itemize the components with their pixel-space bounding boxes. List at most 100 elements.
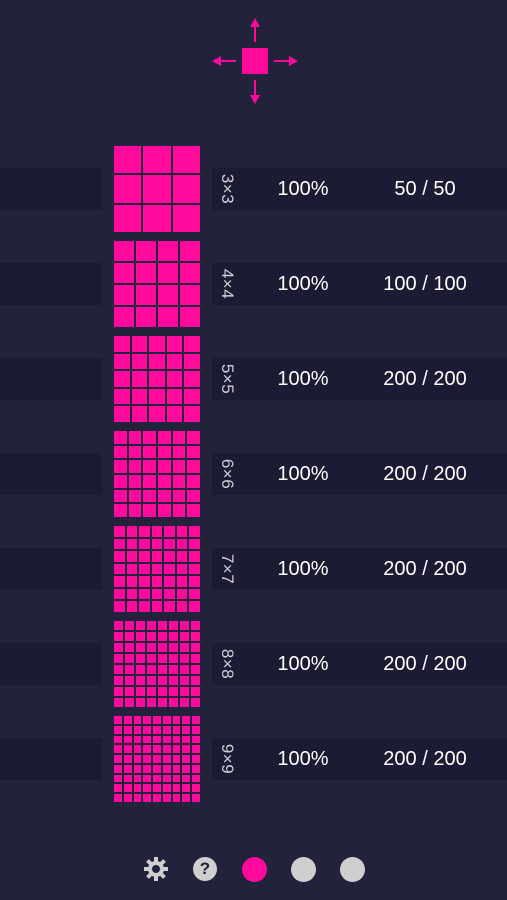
grid-cell — [114, 687, 123, 696]
grid-size-text: 5×5 — [218, 363, 237, 395]
grid-cell — [164, 526, 175, 537]
grid-cell — [189, 526, 200, 537]
grid-cell — [169, 621, 178, 630]
level-row[interactable]: 6×6 100% 200 / 200 — [0, 431, 507, 517]
grid-cell — [153, 764, 161, 773]
level-grid-thumbnail[interactable] — [114, 146, 200, 232]
grid-cell — [151, 576, 163, 587]
grid-cell — [149, 371, 165, 387]
level-row[interactable]: 8×8 100% 200 / 200 — [0, 621, 507, 707]
level-grid-thumbnail[interactable] — [114, 241, 200, 327]
grid-cell — [114, 621, 123, 630]
move-arrows-svg — [212, 18, 298, 104]
grid-cell — [172, 204, 200, 232]
grid-cell — [131, 336, 148, 352]
grid-cell — [114, 489, 127, 503]
grid-cell — [133, 735, 142, 744]
level-row[interactable]: 3×3 100% 50 / 50 — [0, 146, 507, 232]
grid-cell — [136, 621, 145, 630]
grid-cell — [139, 588, 150, 600]
grid-cell — [166, 336, 183, 352]
grid-cell — [126, 538, 138, 550]
grid-cell — [123, 774, 132, 783]
grid-cell — [172, 745, 181, 754]
grid-cell — [182, 745, 191, 754]
move-arrows-icon[interactable] — [212, 18, 298, 104]
level-row[interactable]: 7×7 100% 200 / 200 — [0, 526, 507, 612]
grid-cell — [143, 475, 156, 488]
grid-cell — [125, 654, 134, 663]
row-bar-left — [0, 548, 102, 590]
grid-cell — [151, 588, 163, 600]
help-button[interactable]: ? — [192, 856, 218, 882]
grid-cell — [172, 475, 186, 488]
level-grid-thumbnail[interactable] — [114, 716, 200, 802]
grid-cell — [136, 307, 156, 327]
grid-cell — [184, 336, 200, 352]
grid-cell — [169, 676, 178, 685]
grid-cell — [158, 632, 167, 641]
grid-cell — [149, 336, 165, 352]
level-row[interactable]: 9×9 100% 200 / 200 — [0, 716, 507, 802]
level-row[interactable]: 5×5 100% 200 / 200 — [0, 336, 507, 422]
gear-icon[interactable] — [143, 856, 169, 882]
grid-cell — [158, 489, 171, 503]
level-grid-thumbnail[interactable] — [114, 336, 200, 422]
grid-cell — [158, 285, 178, 305]
completion-percent: 100% — [277, 558, 329, 580]
grid-cell — [149, 353, 165, 370]
grid-size-label: 9×9 — [213, 738, 241, 780]
grid-cell — [172, 774, 181, 783]
grid-cell — [143, 774, 152, 783]
row-bar-right — [212, 643, 507, 685]
grid-cell — [114, 263, 134, 283]
grid-cell — [114, 735, 122, 744]
grid-cell — [114, 725, 122, 734]
grid-cell — [192, 735, 200, 744]
grid-cell — [143, 504, 156, 517]
grid-cell — [164, 601, 175, 612]
grid-cell — [189, 551, 200, 562]
level-grid-thumbnail[interactable] — [114, 431, 200, 517]
grid-cell — [125, 698, 134, 707]
grid-cell — [192, 755, 200, 763]
level-grid-thumbnail[interactable] — [114, 526, 200, 612]
page-dot-3[interactable] — [339, 856, 365, 882]
grid-cell — [169, 643, 178, 652]
grid-cell — [143, 445, 156, 459]
grid-cell — [162, 735, 171, 744]
page-dot-1[interactable] — [241, 856, 267, 882]
grid-cell — [172, 489, 186, 503]
grid-cell — [123, 784, 132, 793]
completion-percent: 100% — [277, 463, 329, 485]
grid-cell — [164, 551, 175, 562]
grid-size-label: 7×7 — [213, 548, 241, 590]
grid-cell — [192, 764, 200, 773]
grid-cell — [143, 489, 156, 503]
grid-cell — [182, 755, 191, 763]
grid-cell — [192, 725, 200, 734]
grid-size-label: 6×6 — [213, 453, 241, 495]
level-grid-thumbnail[interactable] — [114, 621, 200, 707]
grid-cell — [164, 538, 175, 550]
bottom-toolbar: ? — [0, 852, 507, 886]
grid-cell — [169, 632, 178, 641]
grid-cell — [169, 665, 178, 674]
grid-cell — [158, 665, 167, 674]
grid-size-text: 3×3 — [218, 173, 237, 205]
grid-cell — [123, 755, 132, 763]
grid-cell — [153, 755, 161, 763]
grid-cell — [136, 263, 156, 283]
grid-cell — [136, 241, 156, 261]
grid-cell — [169, 687, 178, 696]
completion-percent: 100% — [277, 368, 329, 390]
grid-cell — [114, 563, 125, 575]
grid-cell — [131, 353, 148, 370]
page-dot-2[interactable] — [290, 856, 316, 882]
grid-cell — [114, 204, 142, 232]
grid-cell — [136, 676, 145, 685]
grid-cell — [191, 676, 200, 685]
level-row[interactable]: 4×4 100% 100 / 100 — [0, 241, 507, 327]
grid-cell — [114, 755, 122, 763]
grid-cell — [136, 285, 156, 305]
